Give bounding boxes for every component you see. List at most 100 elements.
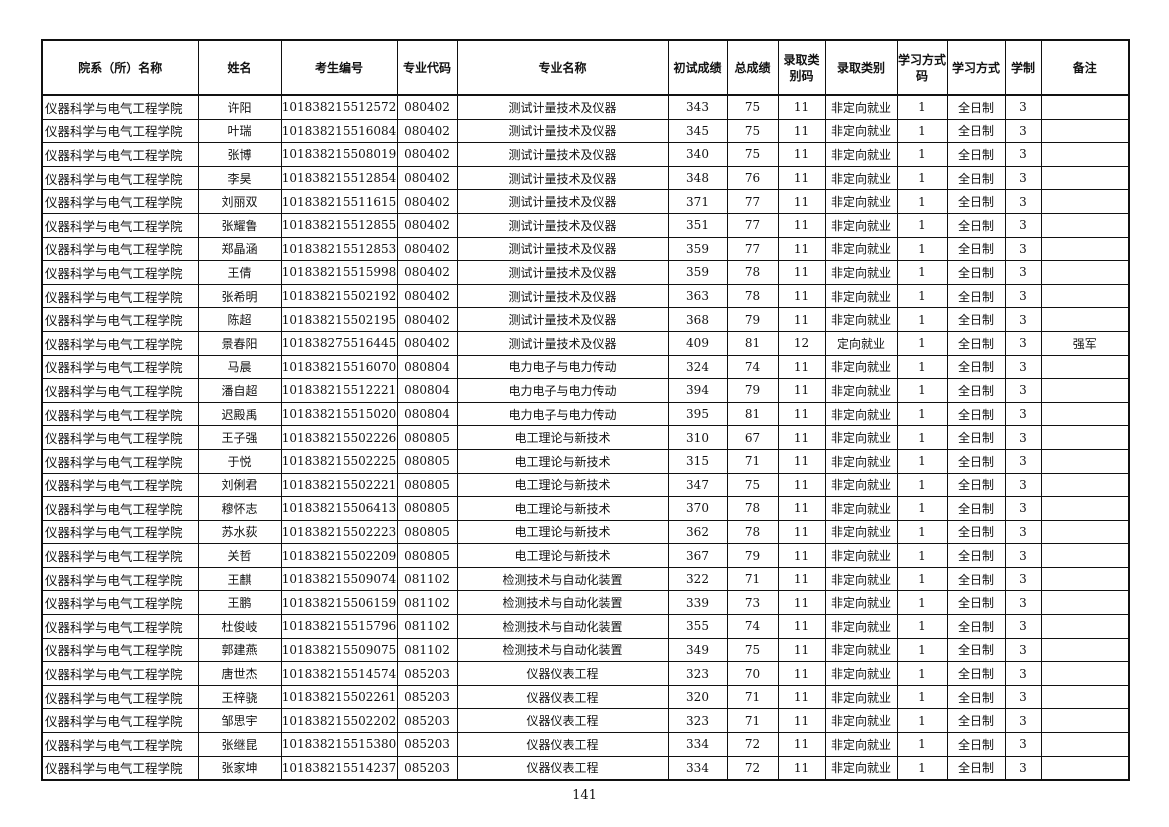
cell-study-mode-code: 1 — [896, 283, 948, 309]
table-row: 仪器科学与电气工程学院 叶瑞 101838215516084 080402 测试计量技术… — [41, 118, 1130, 144]
cell-admission-category-code: 11 — [777, 142, 826, 167]
cell-candidate-id: 101838215512572 — [280, 94, 398, 120]
cell-name: 刘俐君 — [197, 472, 282, 498]
cell-total-score: 78 — [726, 260, 779, 285]
cell-candidate-id: 101838215515020 — [280, 401, 398, 427]
cell-name: 景春阳 — [197, 330, 282, 356]
cell-candidate-id: 101838215508019 — [280, 142, 398, 167]
cell-candidate-id: 101838215502221 — [280, 472, 398, 498]
cell-admission-category: 非定向就业 — [824, 755, 898, 781]
cell-department: 仪器科学与电气工程学院 — [41, 165, 199, 191]
cell-duration: 3 — [1004, 165, 1042, 191]
cell-total-score: 77 — [726, 212, 779, 238]
cell-candidate-id: 101838215502225 — [280, 448, 398, 474]
cell-major-name: 电力电子与电力传动 — [456, 401, 669, 427]
cell-study-mode: 全日制 — [946, 142, 1006, 167]
header-admission-category-code: 录取类别码 — [777, 39, 826, 96]
cell-total-score: 75 — [726, 472, 779, 498]
cell-duration: 3 — [1004, 614, 1042, 639]
cell-study-mode-code: 1 — [896, 94, 948, 120]
table-row: 仪器科学与电气工程学院 郑晶涵 101838215512853 080402 测试计量技… — [41, 236, 1130, 262]
cell-study-mode: 全日制 — [946, 118, 1006, 144]
cell-admission-category: 非定向就业 — [824, 614, 898, 639]
cell-remarks — [1040, 378, 1130, 403]
cell-department: 仪器科学与电气工程学院 — [41, 661, 199, 686]
cell-candidate-id: 101838215511615 — [280, 189, 398, 214]
cell-department: 仪器科学与电气工程学院 — [41, 378, 199, 403]
table-header: 院系（所）名称 姓名 考生编号 专业代码 专业名称 初试成绩 总成绩 录取类别码 录取类别 学习方… — [41, 39, 1130, 96]
admission-table: 院系（所）名称 姓名 考生编号 专业代码 专业名称 初试成绩 总成绩 录取类别码 录取类别 学习方… — [41, 39, 1130, 782]
cell-name: 刘丽双 — [197, 189, 282, 214]
cell-admission-category-code: 11 — [777, 519, 826, 545]
cell-admission-category: 非定向就业 — [824, 590, 898, 616]
cell-duration: 3 — [1004, 378, 1042, 403]
cell-study-mode: 全日制 — [946, 260, 1006, 285]
cell-preliminary-score: 359 — [667, 236, 728, 262]
cell-admission-category: 非定向就业 — [824, 684, 898, 710]
cell-admission-category-code: 11 — [777, 401, 826, 427]
cell-study-mode: 全日制 — [946, 330, 1006, 356]
table-row: 仪器科学与电气工程学院 王麒 101838215509074 081102 检测技术与自… — [41, 566, 1130, 592]
cell-department: 仪器科学与电气工程学院 — [41, 448, 199, 474]
cell-duration: 3 — [1004, 236, 1042, 262]
cell-preliminary-score: 310 — [667, 425, 728, 450]
cell-study-mode: 全日制 — [946, 212, 1006, 238]
cell-name: 张希明 — [197, 283, 282, 309]
cell-remarks — [1040, 425, 1130, 450]
cell-duration: 3 — [1004, 354, 1042, 380]
cell-study-mode: 全日制 — [946, 661, 1006, 686]
cell-major-name: 测试计量技术及仪器 — [456, 118, 669, 144]
cell-candidate-id: 101838215509075 — [280, 637, 398, 663]
cell-department: 仪器科学与电气工程学院 — [41, 590, 199, 616]
header-remarks: 备注 — [1040, 39, 1130, 96]
cell-preliminary-score: 359 — [667, 260, 728, 285]
cell-admission-category-code: 11 — [777, 684, 826, 710]
cell-name: 李昊 — [197, 165, 282, 191]
cell-candidate-id: 101838215502209 — [280, 543, 398, 568]
cell-remarks — [1040, 684, 1130, 710]
cell-study-mode-code: 1 — [896, 354, 948, 380]
cell-remarks — [1040, 401, 1130, 427]
cell-study-mode: 全日制 — [946, 543, 1006, 568]
cell-remarks — [1040, 142, 1130, 167]
cell-department: 仪器科学与电气工程学院 — [41, 283, 199, 309]
cell-study-mode: 全日制 — [946, 354, 1006, 380]
cell-study-mode: 全日制 — [946, 566, 1006, 592]
cell-name: 许阳 — [197, 94, 282, 120]
cell-preliminary-score: 322 — [667, 566, 728, 592]
table-row: 仪器科学与电气工程学院 张博 101838215508019 080402 测试计量技术… — [41, 142, 1130, 167]
table-row: 仪器科学与电气工程学院 马晨 101838215516070 080804 电力电子与电… — [41, 354, 1130, 380]
cell-major-code: 080805 — [396, 448, 458, 474]
cell-remarks — [1040, 732, 1130, 757]
cell-study-mode: 全日制 — [946, 448, 1006, 474]
cell-study-mode-code: 1 — [896, 448, 948, 474]
cell-preliminary-score: 409 — [667, 330, 728, 356]
cell-candidate-id: 101838215512855 — [280, 212, 398, 238]
cell-admission-category: 非定向就业 — [824, 496, 898, 521]
cell-name: 杜俊岐 — [197, 614, 282, 639]
cell-name: 张家坤 — [197, 755, 282, 781]
cell-department: 仪器科学与电气工程学院 — [41, 260, 199, 285]
cell-department: 仪器科学与电气工程学院 — [41, 330, 199, 356]
cell-study-mode-code: 1 — [896, 566, 948, 592]
cell-duration: 3 — [1004, 401, 1042, 427]
cell-admission-category: 非定向就业 — [824, 260, 898, 285]
cell-department: 仪器科学与电气工程学院 — [41, 684, 199, 710]
cell-study-mode-code: 1 — [896, 543, 948, 568]
cell-department: 仪器科学与电气工程学院 — [41, 212, 199, 238]
cell-admission-category-code: 11 — [777, 189, 826, 214]
cell-major-code: 081102 — [396, 566, 458, 592]
cell-admission-category-code: 11 — [777, 590, 826, 616]
cell-admission-category-code: 11 — [777, 307, 826, 332]
cell-admission-category-code: 11 — [777, 283, 826, 309]
cell-study-mode-code: 1 — [896, 142, 948, 167]
cell-admission-category-code: 11 — [777, 354, 826, 380]
cell-major-name: 电工理论与新技术 — [456, 425, 669, 450]
cell-duration: 3 — [1004, 189, 1042, 214]
cell-admission-category: 非定向就业 — [824, 448, 898, 474]
cell-study-mode-code: 1 — [896, 425, 948, 450]
cell-study-mode-code: 1 — [896, 519, 948, 545]
cell-study-mode-code: 1 — [896, 661, 948, 686]
cell-major-name: 电工理论与新技术 — [456, 472, 669, 498]
cell-major-code: 081102 — [396, 637, 458, 663]
